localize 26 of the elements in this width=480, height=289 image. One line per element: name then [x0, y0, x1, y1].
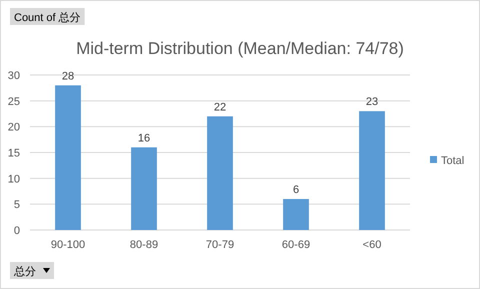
y-tick-label: 10 — [8, 173, 20, 186]
x-tick-label: 90-100 — [50, 239, 86, 251]
x-tick-label: 70-79 — [206, 239, 234, 251]
legend-label: Total — [441, 155, 464, 167]
text: 总分 — [13, 265, 36, 278]
data-label: 28 — [62, 70, 74, 82]
x-tick-label: 80-89 — [130, 239, 158, 251]
y-tick-label: 25 — [8, 96, 20, 108]
y-tick-label: 20 — [8, 122, 20, 134]
y-tick-label: 30 — [8, 70, 20, 82]
text: Count of 总分 — [14, 11, 81, 24]
chart-title: Mid-term Distribution (Mean/Median: 74/78) — [76, 39, 404, 58]
bar — [359, 111, 385, 230]
y-tick-label: 0 — [14, 225, 20, 237]
y-tick-label: 15 — [8, 148, 20, 160]
x-tick-label: <60 — [362, 239, 382, 251]
y-tick-label: 5 — [14, 199, 20, 212]
x-tick-label: 60-69 — [282, 239, 310, 251]
data-label: 16 — [138, 132, 150, 144]
bar — [283, 199, 309, 230]
data-label: 22 — [214, 101, 226, 114]
bar — [55, 85, 81, 230]
bar — [131, 147, 157, 230]
data-label: 6 — [292, 184, 300, 196]
bar — [207, 116, 233, 230]
data-label: 23 — [366, 96, 378, 108]
